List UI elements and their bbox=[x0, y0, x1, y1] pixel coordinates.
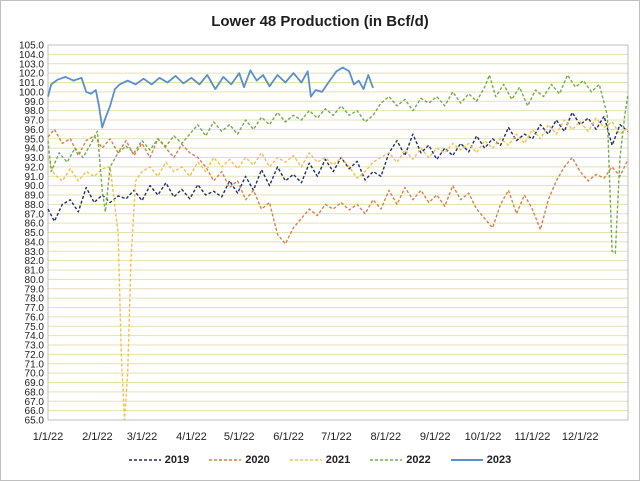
y-tick-label: 74.0 bbox=[25, 331, 45, 342]
x-tick-label: 7/1/22 bbox=[321, 431, 352, 443]
series-line-2022 bbox=[47, 74, 629, 254]
legend-swatch bbox=[289, 459, 322, 461]
x-tick-label: 12/1/22 bbox=[562, 431, 599, 443]
legend-label: 2019 bbox=[164, 454, 190, 466]
y-tick-label: 95.0 bbox=[25, 134, 45, 145]
y-tick-label: 96.0 bbox=[25, 125, 45, 136]
y-tick-label: 90.0 bbox=[25, 181, 45, 192]
legend-item-2021: 2021 bbox=[289, 454, 351, 466]
x-tick-label: 4/1/22 bbox=[176, 431, 207, 443]
legend-label: 2022 bbox=[406, 454, 431, 466]
plot-border bbox=[47, 44, 629, 421]
y-tick-label: 103.0 bbox=[19, 59, 44, 70]
y-tick-label: 101.0 bbox=[19, 78, 44, 89]
y-tick-label: 100.0 bbox=[19, 87, 44, 98]
y-tick-label: 99.0 bbox=[25, 97, 45, 108]
y-tick-label: 81.0 bbox=[25, 266, 45, 277]
y-tick-label: 83.0 bbox=[25, 247, 45, 258]
legend-swatch bbox=[209, 459, 242, 461]
y-tick-label: 82.0 bbox=[25, 256, 45, 267]
x-tick-label: 9/1/22 bbox=[420, 431, 451, 443]
y-tick-label: 91.0 bbox=[25, 172, 45, 183]
x-tick-label: 5/1/22 bbox=[224, 431, 255, 443]
legend-swatch bbox=[450, 459, 483, 461]
y-tick-label: 76.0 bbox=[25, 312, 45, 323]
y-tick-label: 87.0 bbox=[25, 209, 45, 220]
x-tick-label: 8/1/22 bbox=[371, 431, 402, 443]
x-tick-label: 2/1/22 bbox=[82, 431, 113, 443]
series-line-2020 bbox=[47, 128, 629, 245]
legend-item-2019: 2019 bbox=[128, 454, 190, 466]
x-tick-label: 6/1/22 bbox=[273, 431, 304, 443]
x-tick-label: 3/1/22 bbox=[127, 431, 158, 443]
series-lines bbox=[47, 66, 629, 421]
legend-item-2023: 2023 bbox=[450, 454, 512, 466]
legend: 2019 2020 2021 2022 2023 bbox=[0, 454, 640, 466]
y-tick-label: 98.0 bbox=[25, 106, 45, 117]
y-tick-label: 89.0 bbox=[25, 191, 45, 202]
y-tick-label: 79.0 bbox=[25, 284, 45, 295]
y-tick-label: 92.0 bbox=[25, 162, 45, 173]
y-tick-label: 67.0 bbox=[25, 397, 45, 408]
y-tick-label: 72.0 bbox=[25, 350, 45, 361]
legend-label: 2023 bbox=[486, 454, 512, 466]
y-tick-label: 94.0 bbox=[25, 144, 45, 155]
legend-swatch bbox=[370, 459, 403, 461]
y-tick-label: 73.0 bbox=[25, 341, 45, 352]
y-tick-label: 71.0 bbox=[25, 359, 45, 370]
y-tick-label: 66.0 bbox=[25, 406, 45, 417]
y-tick-label: 70.0 bbox=[25, 369, 45, 380]
series-line-2019 bbox=[47, 111, 629, 223]
x-tick-label: 1/1/22 bbox=[33, 431, 64, 443]
series-line-2023 bbox=[47, 66, 374, 129]
y-tick-label: 97.0 bbox=[25, 116, 45, 127]
chart-title: Lower 48 Production (in Bcf/d) bbox=[211, 13, 429, 30]
x-axis-ticks: 1/1/22 2/1/22 3/1/22 4/1/22 5/1/22 6/1/22 7/1/… bbox=[33, 431, 599, 443]
legend-label: 2020 bbox=[245, 454, 270, 466]
y-tick-label: 80.0 bbox=[25, 275, 45, 286]
y-tick-label: 75.0 bbox=[25, 322, 45, 333]
y-tick-label: 86.0 bbox=[25, 219, 45, 230]
legend-label: 2021 bbox=[325, 454, 351, 466]
y-tick-label: 77.0 bbox=[25, 303, 45, 314]
y-tick-label: 78.0 bbox=[25, 294, 45, 305]
y-tick-label: 69.0 bbox=[25, 378, 45, 389]
legend-item-2020: 2020 bbox=[209, 454, 270, 466]
gridlines bbox=[47, 44, 629, 421]
x-tick-label: 10/1/22 bbox=[465, 431, 502, 443]
y-tick-label: 102.0 bbox=[19, 69, 44, 80]
y-tick-label: 68.0 bbox=[25, 387, 45, 398]
x-tick-label: 11/1/22 bbox=[514, 431, 550, 443]
y-tick-label: 84.0 bbox=[25, 237, 45, 248]
y-tick-label: 85.0 bbox=[25, 228, 45, 239]
y-tick-label: 65.0 bbox=[25, 416, 45, 427]
legend-swatch bbox=[128, 459, 161, 461]
y-tick-label: 93.0 bbox=[25, 153, 45, 164]
y-tick-label: 104.0 bbox=[19, 50, 44, 61]
y-tick-label: 105.0 bbox=[19, 41, 44, 52]
y-axis-ticks: 65.066.067.068.069.070.071.072.073.074.0… bbox=[19, 41, 44, 427]
legend-item-2022: 2022 bbox=[370, 454, 431, 466]
y-tick-label: 88.0 bbox=[25, 200, 45, 211]
